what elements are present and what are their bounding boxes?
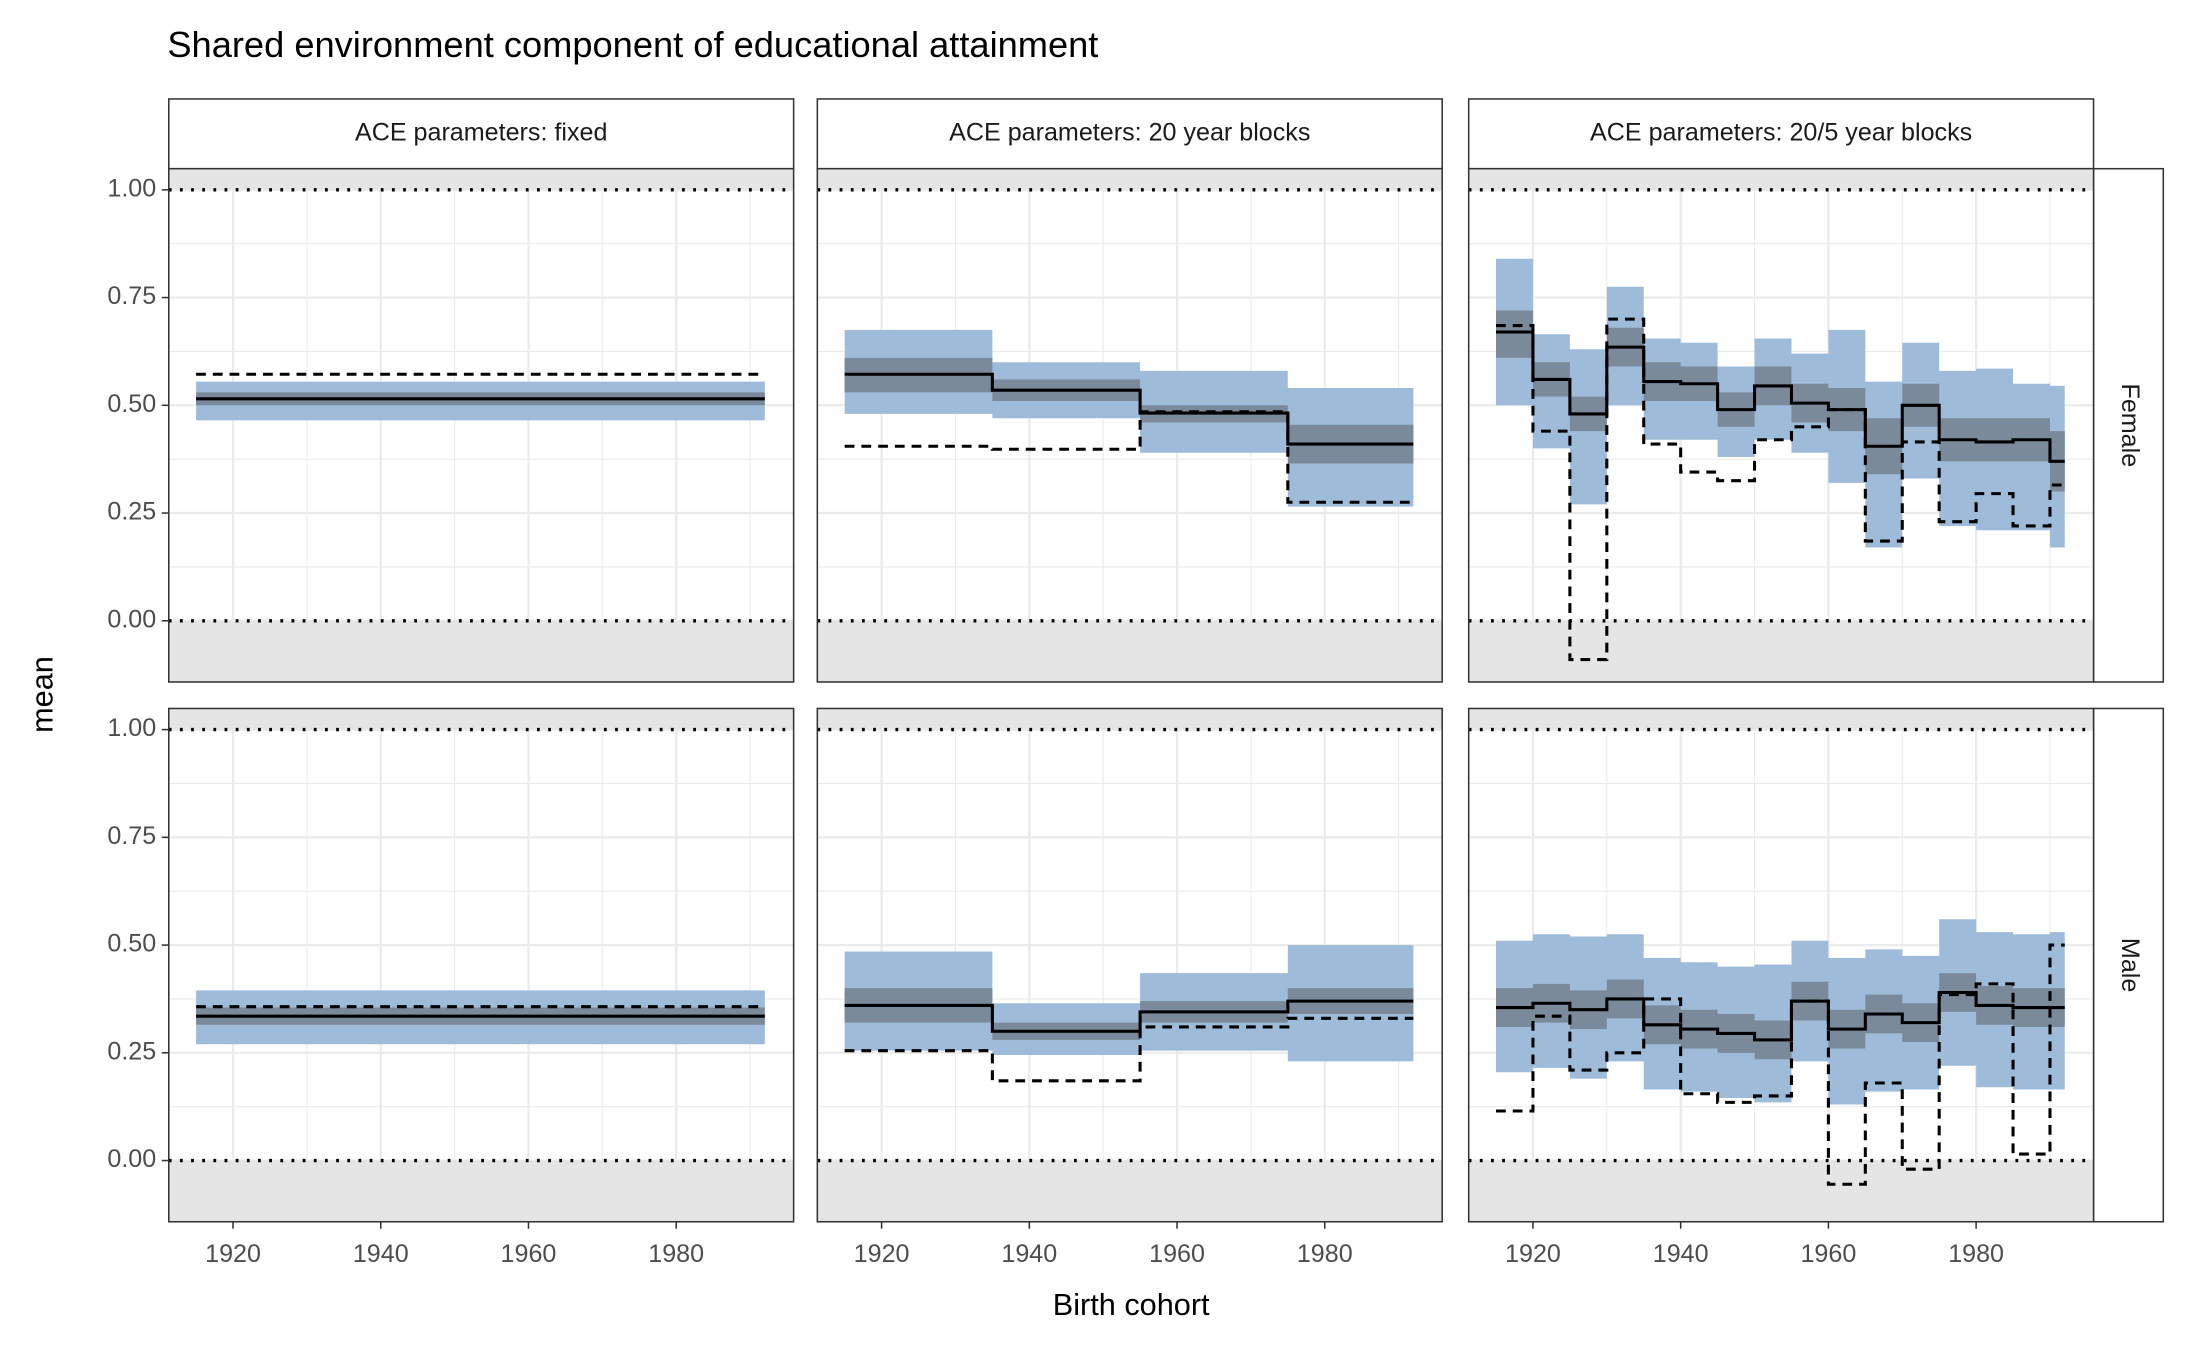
x-tick-label: 1960 [1149,1240,1205,1268]
x-axis-label: Birth cohort [1053,1287,1210,1322]
shaded-region [168,620,794,682]
x-tick-label: 1980 [1948,1240,2004,1268]
panel-border [168,167,795,683]
chart-title: Shared environment component of educatio… [167,24,1098,65]
shaded-region [1468,708,2094,730]
x-tick-label: 1920 [205,1240,261,1268]
column-strip-label: ACE parameters: 20/5 year blocks [1590,118,1972,146]
shaded-region [168,1160,794,1222]
line [1496,990,2065,1042]
x-tick-label: 1940 [1001,1240,1057,1268]
y-tick-label: 0.50 [107,930,156,958]
line [844,999,1414,1033]
panel [816,707,1443,1223]
shaded-region [1468,620,2094,682]
x-tick-label: 1980 [1297,1240,1353,1268]
ribbon [844,988,1414,1040]
panel-border [1467,167,2095,683]
x-tick-label: 1960 [1800,1240,1856,1268]
y-tick-label: 0.25 [107,1037,156,1065]
ribbon [1496,310,2065,492]
shaded-region [817,168,1443,190]
y-tick-label: 1.00 [107,174,156,202]
column-strip-label: ACE parameters: 20 year blocks [949,118,1310,146]
shaded-region [817,708,1443,730]
dashed-line [1496,943,2065,1186]
panel-border [168,707,795,1223]
panel [816,167,1443,683]
panel-background [168,168,794,682]
x-tick-label: 1920 [854,1240,910,1268]
ribbon [1496,973,2065,1060]
y-tick-label: 0.50 [107,390,156,418]
x-tick-label: 1980 [648,1240,704,1268]
x-tick-label: 1940 [1653,1240,1709,1268]
dashed-line [844,410,1414,504]
column-strip-label: ACE parameters: fixed [355,118,607,146]
panel [168,707,795,1223]
y-tick-label: 0.25 [107,498,156,526]
panel [1467,707,2095,1223]
ribbon [844,945,1414,1062]
panel-border [816,707,1443,1223]
y-tick-label: 0.75 [107,282,156,310]
y-tick-label: 1.00 [107,714,156,742]
shaded-region [1468,1160,2094,1222]
row-strip-label: Male [2116,938,2144,992]
dashed-line [1496,317,2065,662]
row-strip-label: Female [2116,383,2144,467]
panel-border [1467,707,2095,1223]
panel-border [816,167,1443,683]
shaded-region [817,1160,1443,1222]
column-strip [816,98,1443,170]
shaded-region [168,708,794,730]
row-strip [2092,707,2165,1223]
ribbon [844,357,1414,464]
y-tick-label: 0.00 [107,605,156,633]
x-tick-label: 1960 [501,1240,557,1268]
x-tick-label: 1920 [1505,1240,1561,1268]
panel [1467,167,2095,683]
line [1496,330,2065,463]
shaded-region [168,168,794,190]
panel [168,167,795,683]
column-strip [1467,98,2095,170]
panel-background [168,708,794,1222]
x-tick-label: 1940 [353,1240,409,1268]
y-axis-label: mean [25,656,60,733]
y-tick-label: 0.75 [107,822,156,850]
shaded-region [817,620,1443,682]
column-strip [168,98,795,170]
y-tick-label: 0.00 [107,1145,156,1173]
ribbon [1496,919,2065,1105]
dashed-line [844,1016,1414,1083]
row-strip [2092,167,2165,683]
shaded-region [1468,168,2094,190]
